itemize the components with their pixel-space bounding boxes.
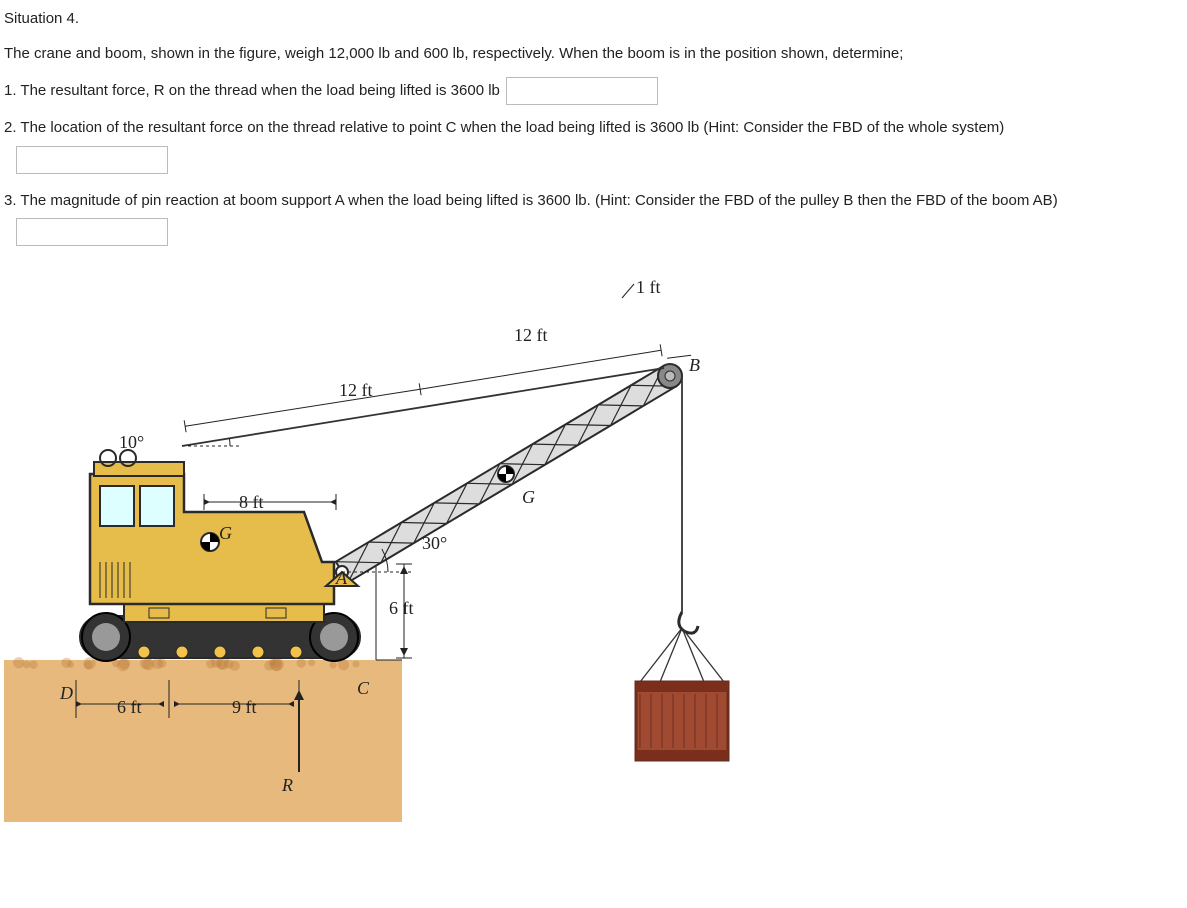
label-30deg: 30° <box>422 530 447 557</box>
crane-svg <box>4 262 774 822</box>
answer-input-2[interactable] <box>16 146 168 174</box>
label-12ft-top: 12 ft <box>514 322 548 349</box>
question-1-text: 1. The resultant force, R on the thread … <box>4 80 500 103</box>
question-3-text: 3. The magnitude of pin reaction at boom… <box>4 192 1058 209</box>
label-C: C <box>357 675 369 702</box>
label-8ft: 8 ft <box>239 489 264 516</box>
question-2: 2. The location of the resultant force o… <box>4 117 1183 174</box>
answer-input-1[interactable] <box>506 77 658 105</box>
label-G-boom: G <box>522 484 535 511</box>
answer-input-3[interactable] <box>16 218 168 246</box>
situation-title: Situation 4. <box>4 8 1183 31</box>
label-12ft-mid: 12 ft <box>339 377 373 404</box>
question-1: 1. The resultant force, R on the thread … <box>4 77 1183 105</box>
label-D: D <box>60 680 73 707</box>
question-2-text: 2. The location of the resultant force o… <box>4 119 1004 136</box>
label-9ft: 9 ft <box>232 694 257 721</box>
label-R: R <box>282 772 293 799</box>
label-G-crane: G <box>219 520 232 547</box>
crane-figure: 1 ft 12 ft 12 ft 10° 8 ft G G 30° A B 6 … <box>4 262 774 822</box>
label-A: A <box>336 565 347 592</box>
question-3: 3. The magnitude of pin reaction at boom… <box>4 190 1183 247</box>
situation-prompt: The crane and boom, shown in the figure,… <box>4 43 1183 66</box>
label-6ft-lower: 6 ft <box>389 595 414 622</box>
label-B: B <box>689 352 700 379</box>
label-6ft-left: 6 ft <box>117 694 142 721</box>
label-1ft: 1 ft <box>636 274 661 301</box>
label-10deg: 10° <box>119 429 144 456</box>
